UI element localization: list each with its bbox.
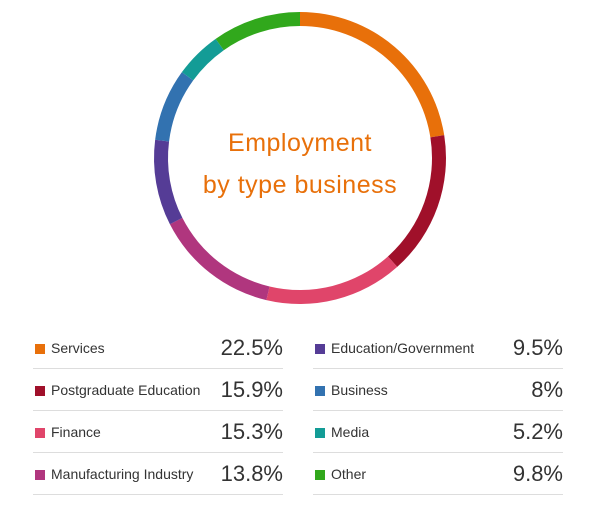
legend-item-other: Other 9.8% bbox=[313, 453, 563, 495]
donut-slice-postgraduate-education bbox=[387, 135, 446, 267]
legend-value: 15.9% bbox=[220, 377, 283, 402]
donut-slice-finance bbox=[266, 256, 398, 304]
legend-item-finance: Finance 15.3% bbox=[33, 411, 283, 453]
legend-value: 9.8% bbox=[512, 461, 563, 486]
legend-value: 8% bbox=[531, 377, 563, 402]
chart-title-line-1: Employment bbox=[228, 129, 372, 157]
legend-swatch bbox=[35, 386, 45, 396]
legend-label: Education/Government bbox=[331, 340, 475, 356]
legend-label: Services bbox=[51, 340, 105, 356]
donut-slice-services bbox=[300, 12, 445, 138]
legend-swatch bbox=[315, 386, 325, 396]
legend-swatch bbox=[35, 428, 45, 438]
legend-item-manufacturing-industry: Manufacturing Industry 13.8% bbox=[33, 453, 283, 495]
legend-swatch bbox=[315, 344, 325, 354]
chart-title-line-2: by type business bbox=[202, 171, 398, 199]
chart-title: Employment by type business bbox=[155, 122, 445, 206]
legend-item-postgraduate-education: Postgraduate Education 15.9% bbox=[33, 369, 283, 411]
donut-slice-business bbox=[155, 72, 194, 142]
donut-slice-other bbox=[215, 12, 300, 51]
donut-slice-media bbox=[181, 38, 224, 81]
legend-label: Business bbox=[331, 382, 388, 398]
legend-value: 9.5% bbox=[512, 335, 563, 360]
legend-item-media: Media 5.2% bbox=[313, 411, 563, 453]
legend-label: Manufacturing Industry bbox=[51, 466, 194, 482]
legend-item-services: Services 22.5% bbox=[33, 327, 283, 369]
donut-slice-education-government bbox=[154, 139, 183, 225]
legend-right-column: Education/Government 9.5% Business 8% Me… bbox=[313, 327, 563, 495]
legend-left-column: Services 22.5% Postgraduate Education 15… bbox=[33, 327, 283, 495]
legend-swatch bbox=[35, 344, 45, 354]
legend-label: Postgraduate Education bbox=[51, 382, 201, 398]
legend-item-education-government: Education/Government 9.5% bbox=[313, 327, 563, 369]
legend-value: 22.5% bbox=[220, 335, 283, 360]
donut-chart bbox=[154, 12, 446, 304]
legend-swatch bbox=[315, 470, 325, 480]
legend-item-business: Business 8% bbox=[313, 369, 563, 411]
legend-value: 13.8% bbox=[220, 461, 283, 486]
legend-label: Finance bbox=[51, 424, 101, 440]
legend-value: 5.2% bbox=[512, 419, 563, 444]
legend-label: Media bbox=[331, 424, 370, 440]
legend-swatch bbox=[315, 428, 325, 438]
legend-swatch bbox=[35, 470, 45, 480]
legend-value: 15.3% bbox=[220, 419, 283, 444]
legend-label: Other bbox=[331, 466, 367, 482]
donut-slice-manufacturing-industry bbox=[169, 217, 270, 301]
